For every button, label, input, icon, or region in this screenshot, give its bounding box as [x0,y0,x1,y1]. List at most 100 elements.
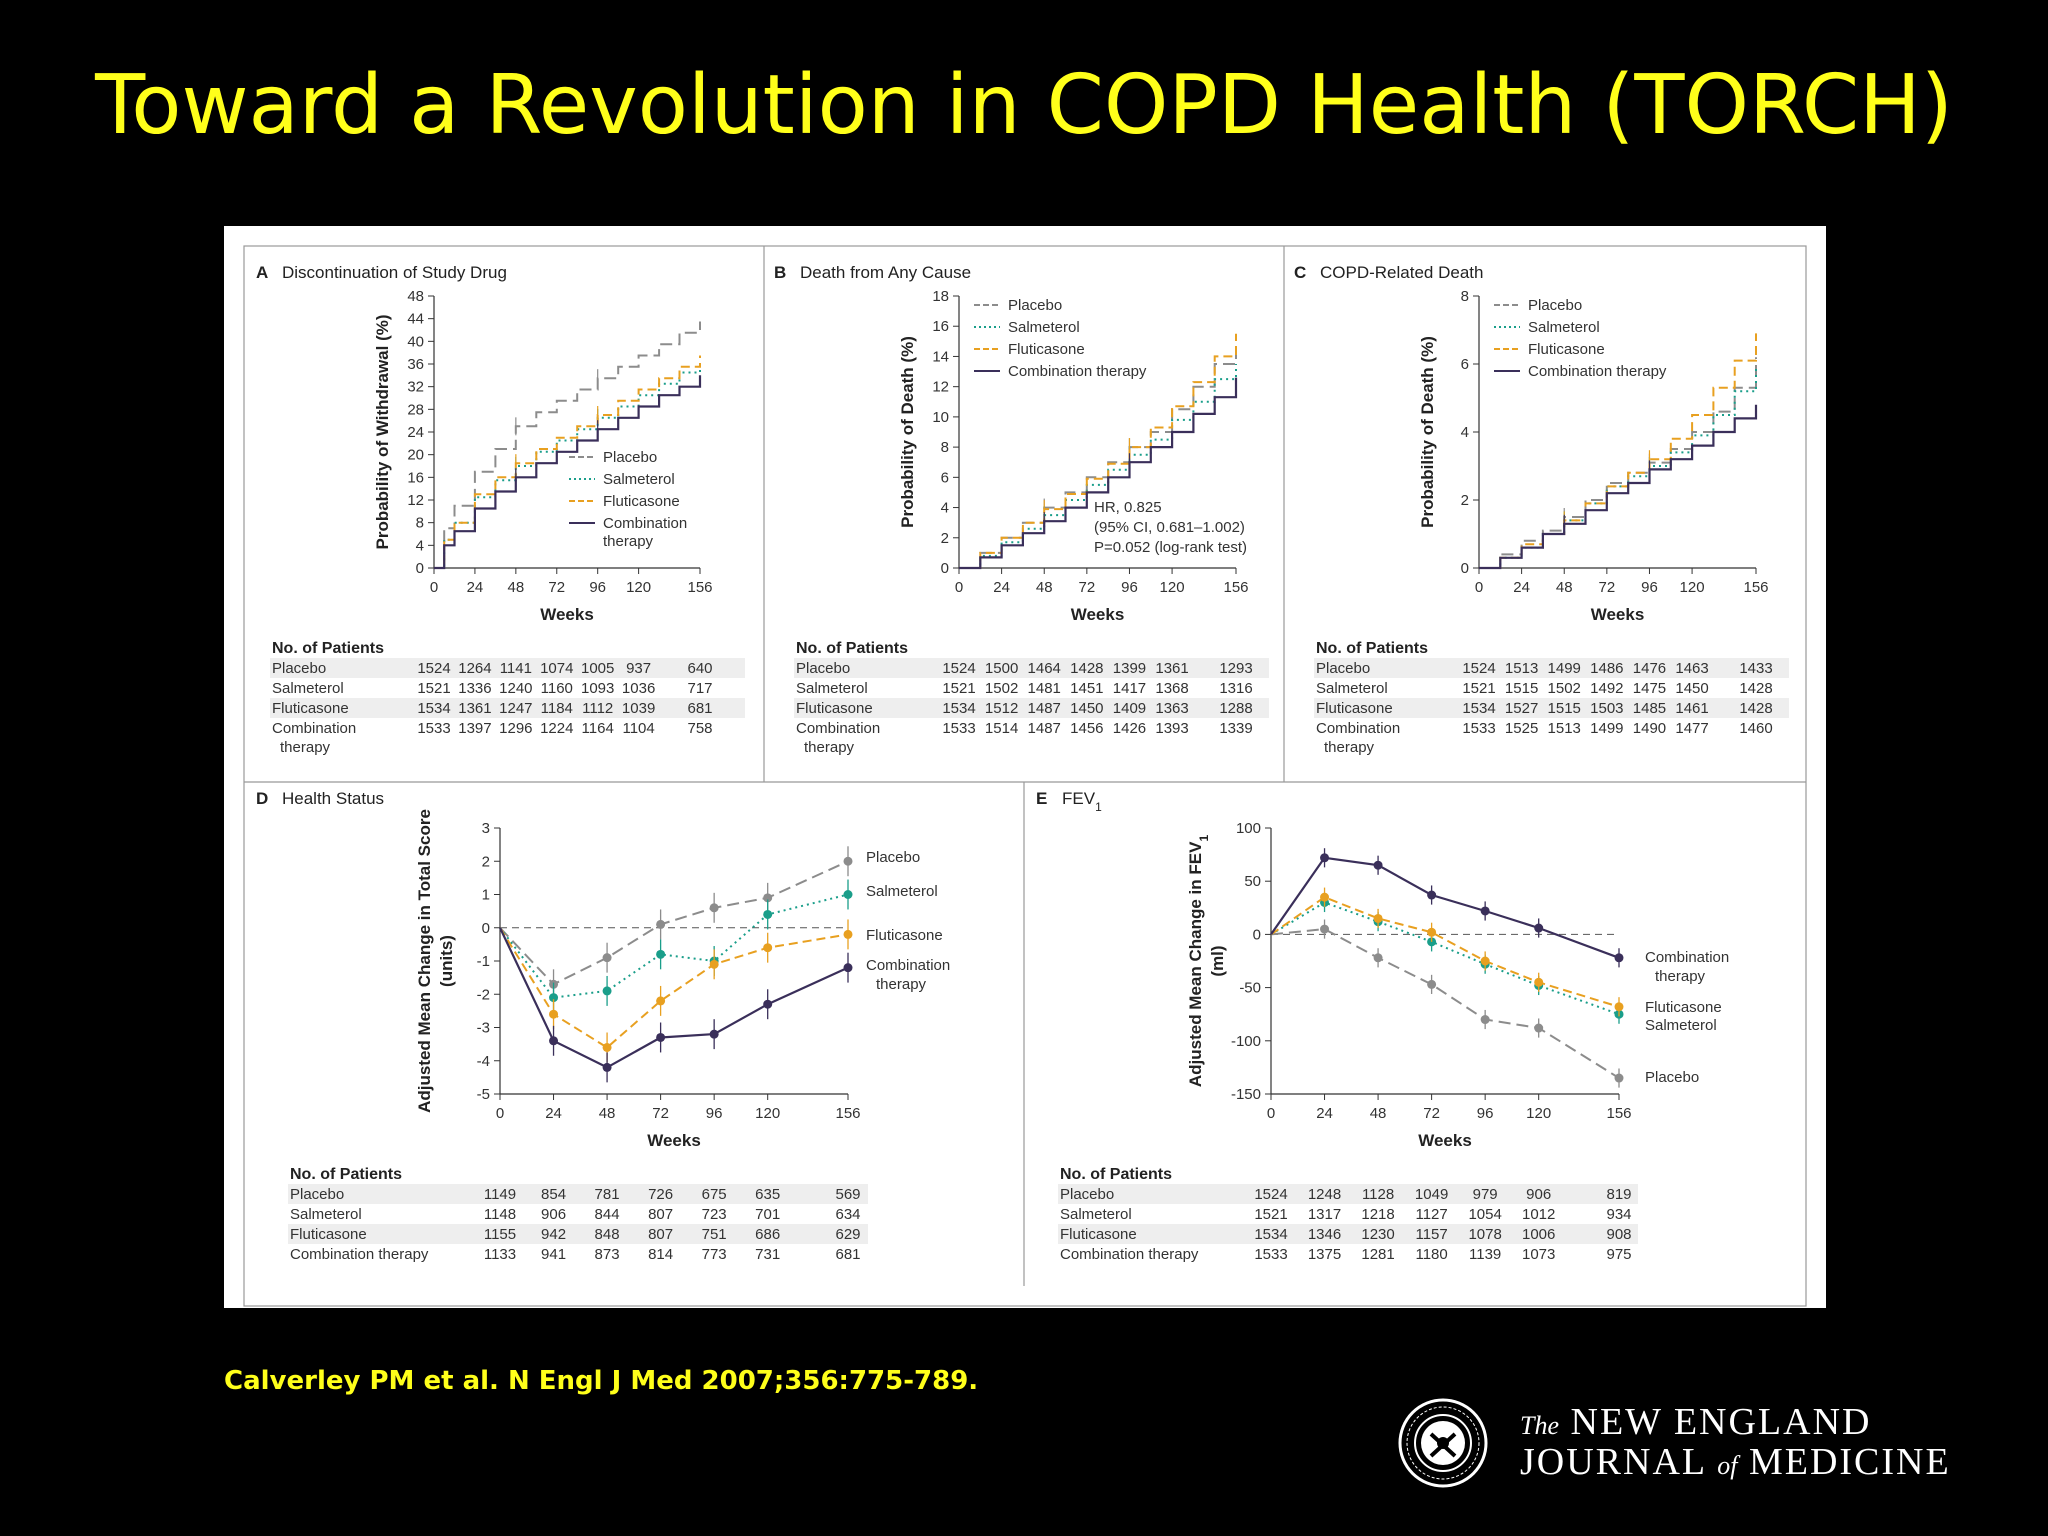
panel-a-patients-value: 1093 [581,680,614,697]
panel-a-patients-value: 1074 [540,660,573,677]
panel-b-patients-value: 1500 [985,660,1018,677]
panel-b-line-salmeterol [959,364,1237,569]
panel-c-patients-value: 1534 [1462,700,1495,717]
panel-c-patients-label: Fluticasone [1316,700,1393,717]
panel-c-y-tick-label: 6 [1461,356,1469,373]
panel-c-legend-label-placebo: Placebo [1528,297,1582,314]
panel-d-patients-value: 1155 [484,1226,516,1243]
panel-d-patients-value: 675 [702,1186,727,1203]
panel-c-patients-value: 1527 [1505,700,1538,717]
panel-e-y-tick-label: -100 [1231,1033,1261,1050]
panel-d-series-label: Placebo [866,849,920,866]
panel-d-patients-label: Salmeterol [290,1206,362,1223]
panel-d-patients-value: 681 [835,1246,860,1263]
panel-d-patients-value: 807 [648,1226,673,1243]
panel-e-x-label: Weeks [1418,1131,1472,1150]
panel-d-patients-value: 751 [702,1226,727,1243]
panel-a-y-tick-label: 20 [407,447,424,464]
panel-a-y-tick-label: 28 [407,401,424,418]
panel-c-patients-value: 1515 [1505,680,1538,697]
panel-e-point-fluticasone [1480,956,1490,966]
panel-c-patients-value: 1428 [1739,700,1772,717]
panel-b-y-tick-label: 18 [932,288,949,305]
panel-c-patients-value: 1476 [1633,660,1666,677]
panel-c-x-tick-label: 120 [1680,579,1705,596]
panel-c-patients-value: 1499 [1590,720,1623,737]
panel-b-patients-value: 1521 [942,680,975,697]
panel-a-x-tick-label: 0 [430,579,438,596]
panel-c-patients-value: 1515 [1548,700,1581,717]
panel-b-patients-value: 1426 [1113,720,1146,737]
panel-e-patients-label: Combination therapy [1060,1246,1199,1263]
panel-e-patients-value: 1180 [1415,1246,1447,1263]
panel-b-legend-label-fluticasone: Fluticasone [1008,341,1085,358]
panel-d-x-tick-label: 156 [835,1105,860,1122]
journal-new-england: NEW ENGLAND [1570,1401,1872,1443]
panel-e-patients-value: 1521 [1254,1206,1287,1223]
panel-a-patients-value: 1534 [417,700,450,717]
panel-d-patients-value: 814 [648,1246,673,1263]
panel-e-patients-row-bg [1058,1224,1638,1244]
panel-d-point-salmeterol [763,909,773,919]
panel-b-x-tick-label: 120 [1160,579,1185,596]
panel-d-point-fluticasone [709,959,719,969]
panel-a-y-tick-label: 0 [416,560,424,577]
panel-e-patients-value: 1128 [1362,1186,1394,1203]
panel-a-line-fluticasone [434,355,701,569]
panel-e-series-label: therapy [1655,968,1706,985]
panel-d-patients-value: 1149 [484,1186,516,1203]
panel-e-patients-value: 1078 [1468,1226,1501,1243]
panel-d-y-tick-label: -5 [477,1086,490,1103]
panel-e-line-fluticasone [1270,896,1620,1008]
panel-b-annotation-line: P=0.052 (log-rank test) [1094,539,1247,556]
panel-e-point-fluticasone [1427,927,1437,937]
panel-d-point-placebo [709,903,719,913]
panel-c-patients-value: 1485 [1633,700,1666,717]
panel-c-legend-label-salmeterol: Salmeterol [1528,319,1600,336]
panel-e-title: FEV1 [1062,789,1102,814]
panel-c-x-tick-label: 0 [1475,579,1483,596]
panel-e-point-fluticasone [1373,913,1383,923]
panel-c-patients-value: 1428 [1739,680,1772,697]
panel-b-x-tick-label: 48 [1036,579,1053,596]
panel-d-title: Health Status [282,789,384,808]
panel-e-series-label: Salmeterol [1645,1017,1717,1034]
panel-e-title-sub: 1 [1095,800,1102,814]
panel-b-patients-value: 1534 [942,700,975,717]
journal-name-line-2: JOURNAL of MEDICINE [1520,1440,1951,1484]
panel-c-patients-value: 1475 [1633,680,1666,697]
panel-a-y-tick-label: 16 [407,469,424,486]
panel-b-patients-value: 1409 [1113,700,1146,717]
panel-c-patients-value: 1492 [1590,680,1623,697]
panel-e-patients-value: 1127 [1415,1206,1447,1223]
panel-d-point-combination [763,999,773,1009]
panel-e-point-combination [1373,860,1383,870]
panel-d-x-label: Weeks [647,1131,701,1150]
panel-b-patients-value: 1339 [1219,720,1252,737]
panel-e-patients-label: Fluticasone [1060,1226,1137,1243]
panel-c-patients-value: 1486 [1590,660,1623,677]
panel-d-x-tick-label: 24 [545,1105,562,1122]
panel-b-patients-value: 1450 [1070,700,1103,717]
panel-b-patients-label: Placebo [796,660,850,677]
panel-b-patients-value: 1487 [1028,720,1061,737]
panel-e-line-salmeterol [1270,901,1620,1016]
panel-a-patients-value: 1296 [499,720,532,737]
panel-a-patients-label: Placebo [272,660,326,677]
panel-a-y-tick-label: 40 [407,333,424,350]
panel-e-x-tick-label: 0 [1267,1105,1275,1122]
panel-a-y-tick-label: 8 [416,515,424,532]
panel-e-point-placebo [1427,979,1437,989]
panel-e-point-combination [1614,953,1624,963]
panel-a-legend-label-combination-2: therapy [603,533,654,550]
panel-b-x-tick-label: 96 [1121,579,1138,596]
panel-b-patients-value: 1363 [1155,700,1188,717]
panel-d-patients-value: 629 [835,1226,860,1243]
panel-a-patients-label: Salmeterol [272,680,344,697]
panel-e-patients-value: 1524 [1254,1186,1287,1203]
panel-b-patients-value: 1393 [1155,720,1188,737]
panel-b-patients-label: Fluticasone [796,700,873,717]
panel-b-patients-value: 1502 [985,680,1018,697]
panel-d-point-salmeterol [549,993,559,1003]
